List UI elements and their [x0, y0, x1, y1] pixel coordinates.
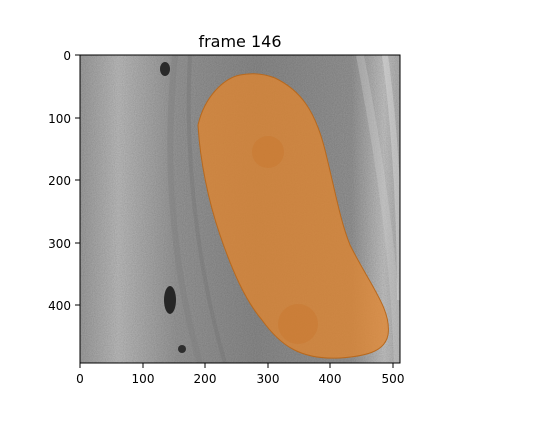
figure-title: frame 146 — [198, 32, 281, 51]
micrograph-image — [80, 55, 400, 363]
y-tick-label: 300 — [48, 237, 71, 251]
segmentation-mask — [197, 73, 389, 359]
x-tick-label: 300 — [257, 372, 280, 386]
dark-particle — [164, 286, 176, 314]
x-tick-label: 400 — [319, 372, 342, 386]
y-axis: 0 100 200 300 400 — [48, 49, 80, 313]
x-tick-label: 100 — [132, 372, 155, 386]
y-tick-label: 400 — [48, 299, 71, 313]
y-tick-label: 100 — [48, 112, 71, 126]
x-tick-label: 200 — [194, 372, 217, 386]
dark-particle — [178, 345, 186, 353]
y-tick-label: 0 — [63, 49, 71, 63]
y-tick-label: 200 — [48, 174, 71, 188]
dark-particle — [160, 62, 170, 76]
x-tick-label: 0 — [76, 372, 84, 386]
x-axis: 0 100 200 300 400 500 — [76, 363, 404, 386]
axes-frame — [79, 54, 401, 364]
x-tick-label: 500 — [382, 372, 405, 386]
